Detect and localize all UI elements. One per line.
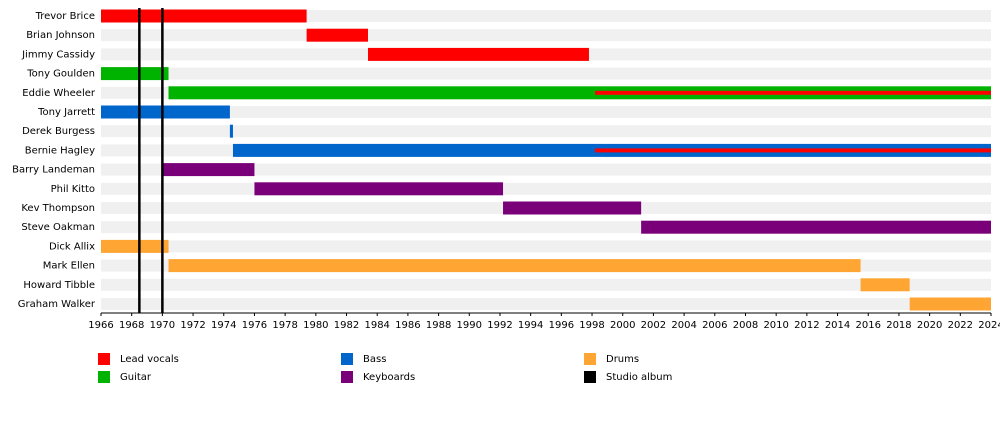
legend-swatch [584, 371, 596, 383]
x-tick-label: 1970 [150, 320, 175, 331]
x-tick-label: 1986 [395, 320, 420, 331]
member-label: Steve Oakman [21, 222, 95, 233]
x-tick-label: 2010 [763, 320, 788, 331]
legend-label: Guitar [120, 372, 152, 383]
x-tick-label: 2024 [978, 320, 1000, 331]
row-band [101, 278, 991, 291]
row-band [101, 298, 991, 310]
member-label: Jimmy Cassidy [21, 49, 95, 60]
x-tick-label: 1990 [457, 320, 482, 331]
legend-label: Studio album [606, 372, 672, 383]
legend-label: Keyboards [363, 372, 415, 383]
tenure-bar [368, 47, 589, 61]
x-tick-label: 2002 [641, 320, 666, 331]
tenure-bar [595, 148, 991, 153]
tenure-bar [860, 278, 910, 292]
member-label: Brian Johnson [26, 30, 95, 41]
x-tick-label: 1966 [88, 320, 113, 331]
tenure-bar [101, 67, 169, 81]
x-tick-label: 1972 [180, 320, 205, 331]
member-label: Dick Allix [49, 241, 95, 252]
member-label: Trevor Brice [35, 11, 95, 22]
legend-swatch [584, 353, 596, 365]
row-band [101, 125, 991, 138]
member-label: Mark Ellen [43, 261, 95, 272]
legend-swatch [341, 353, 353, 365]
tenure-bar [162, 163, 255, 177]
tenure-bar [229, 124, 233, 138]
x-tick-label: 1988 [426, 320, 451, 331]
member-label: Bernie Hagley [25, 145, 95, 156]
member-label: Kev Thompson [21, 203, 95, 214]
x-tick-label: 1982 [334, 320, 359, 331]
row-band [101, 106, 991, 118]
x-tick-label: 2014 [825, 320, 850, 331]
x-tick-label: 2008 [733, 320, 758, 331]
legend-label: Bass [363, 354, 386, 365]
member-label: Phil Kitto [51, 184, 95, 195]
tenure-bar [101, 9, 307, 23]
member-label: Derek Burgess [22, 126, 95, 137]
row-band [101, 10, 991, 22]
legend-label: Drums [606, 354, 639, 365]
x-tick-label: 2006 [702, 320, 727, 331]
x-tick-label: 2000 [610, 320, 635, 331]
row-band [101, 182, 991, 195]
row-band [101, 67, 991, 80]
x-tick-label: 2020 [917, 320, 942, 331]
tenure-bar [595, 90, 991, 95]
x-tick-label: 1980 [303, 320, 328, 331]
member-label: Tony Jarrett [37, 107, 95, 118]
tenure-bar [909, 297, 991, 311]
member-label: Graham Walker [18, 299, 96, 310]
row-band [101, 240, 991, 253]
tenure-bar [101, 239, 169, 253]
x-tick-label: 1968 [119, 320, 144, 331]
x-tick-label: 1976 [242, 320, 267, 331]
x-tick-label: 1998 [579, 320, 604, 331]
x-tick-label: 2022 [948, 320, 973, 331]
x-tick-label: 1996 [549, 320, 574, 331]
legend-swatch [341, 371, 353, 383]
tenure-bar [168, 86, 992, 100]
x-tick-label: 1978 [272, 320, 297, 331]
x-tick-label: 2016 [856, 320, 881, 331]
row-band [101, 163, 991, 176]
x-tick-label: 2018 [886, 320, 911, 331]
x-tick-label: 1994 [518, 320, 543, 331]
member-label: Tony Goulden [26, 69, 95, 80]
tenure-bar [641, 220, 991, 234]
tenure-bar [101, 105, 230, 119]
tenure-bar [254, 182, 504, 196]
x-tick-label: 2004 [671, 320, 696, 331]
x-tick-label: 1984 [364, 320, 389, 331]
legend-label: Lead vocals [120, 354, 179, 365]
legend-swatch [98, 371, 110, 383]
row-band [101, 29, 991, 42]
x-tick-label: 1974 [211, 320, 236, 331]
x-tick-label: 2012 [794, 320, 819, 331]
member-label: Howard Tibble [23, 280, 95, 291]
tenure-bar [503, 201, 642, 215]
member-label: Eddie Wheeler [22, 88, 96, 99]
member-label: Barry Landeman [12, 165, 95, 176]
tenure-bar [168, 259, 861, 273]
legend-swatch [98, 353, 110, 365]
tenure-bar [306, 28, 368, 42]
x-tick-label: 1992 [487, 320, 512, 331]
